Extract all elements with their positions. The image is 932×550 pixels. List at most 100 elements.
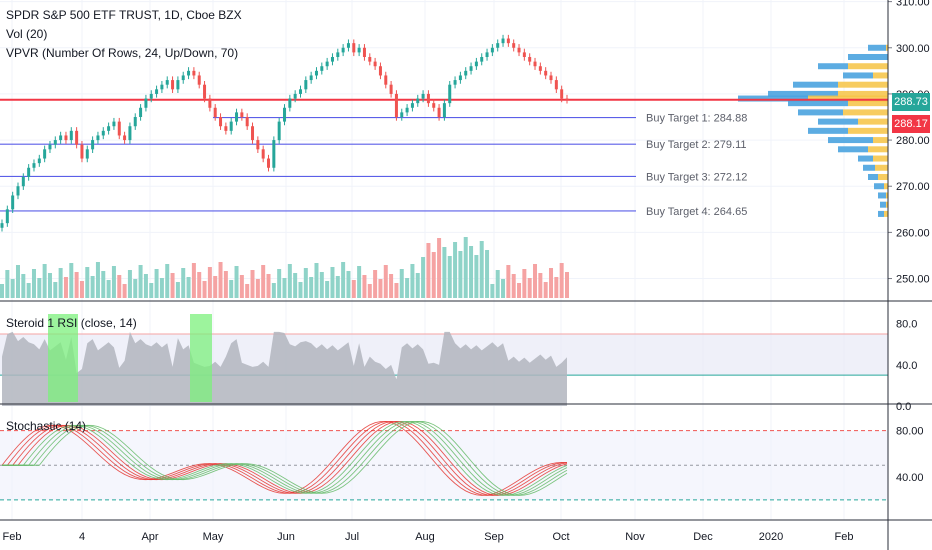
volume-bar — [117, 275, 122, 298]
time-tick-label: Oct — [552, 531, 569, 543]
vpvr-up-bar — [788, 100, 848, 107]
vpvr-up-bar — [843, 72, 873, 79]
candle-body — [346, 43, 350, 48]
volume-bar — [255, 279, 260, 298]
volume-bar — [559, 263, 564, 298]
time-tick-label: Jun — [277, 531, 295, 543]
candle-body — [506, 38, 510, 44]
volume-bar — [314, 263, 319, 298]
candle-body — [378, 66, 382, 76]
stoch-tick-label: 40.00 — [896, 472, 924, 484]
volume-bar — [197, 272, 202, 298]
candle-body — [314, 70, 318, 76]
candle-body — [389, 84, 393, 94]
volume-bar — [213, 276, 218, 298]
candle-body — [320, 66, 324, 71]
volume-bar — [239, 275, 244, 298]
vpvr-indicator-label[interactable]: VPVR (Number Of Rows, 24, Up/Down, 70) — [6, 46, 239, 60]
volume-bar — [330, 267, 335, 298]
candle-body — [171, 80, 175, 90]
time-tick-label: Sep — [484, 531, 504, 543]
stoch-pane-label[interactable]: Stochastic (14) — [6, 419, 87, 433]
rsi-pane[interactable] — [0, 314, 888, 406]
stoch-tick-label: 80.00 — [896, 426, 924, 438]
candle-body — [128, 126, 132, 141]
buy-target-label: Buy Target 2: 279.11 — [646, 139, 747, 151]
candle-body — [144, 98, 148, 108]
candle-body — [16, 186, 20, 196]
candle-body — [0, 223, 4, 228]
candle-body — [133, 117, 137, 127]
candle-body — [554, 80, 558, 90]
vpvr-down-bar — [858, 118, 888, 125]
volume-bar — [533, 264, 538, 298]
stoch-pane[interactable] — [0, 421, 888, 501]
candle-body — [32, 163, 36, 168]
volume-bar — [405, 278, 410, 298]
volume-bar — [522, 269, 527, 298]
time-tick-label: Aug — [415, 531, 435, 543]
buy-target-label: Buy Target 3: 272.12 — [646, 171, 747, 183]
vol-indicator-label[interactable]: Vol (20) — [6, 27, 48, 41]
rsi-tick-label: 80.0 — [896, 319, 917, 331]
time-tick-label: Nov — [625, 531, 645, 543]
price-pane[interactable]: Buy Target 1: 284.88 Buy Target 2: 279.11… — [0, 34, 888, 298]
volume-bar — [303, 268, 308, 298]
volume-bar — [37, 278, 42, 298]
candle-body — [197, 75, 201, 85]
buy-target-label: Buy Target 4: 264.65 — [646, 206, 747, 218]
candle-body — [368, 57, 372, 62]
volume-bar — [538, 273, 543, 298]
volume-bar — [506, 265, 511, 298]
vpvr-up-bar — [868, 44, 886, 51]
stoch-ribbon-line — [2, 421, 568, 496]
volume-bar — [127, 270, 132, 298]
volume-bar — [181, 268, 186, 298]
volume-bar — [133, 279, 138, 298]
candle-body — [203, 84, 207, 99]
volume-bar — [202, 281, 207, 298]
volume-bar — [10, 279, 15, 298]
volume-bar — [325, 281, 330, 298]
candle-body — [496, 43, 500, 48]
volume-bar — [63, 277, 68, 298]
volume-bar — [69, 263, 74, 298]
rsi-oversold-highlight — [190, 314, 212, 402]
volume-bar — [229, 280, 234, 298]
rsi-pane-label[interactable]: Steroid 1 RSI (close, 14) — [6, 316, 137, 330]
vpvr-up-bar — [808, 127, 848, 134]
candle-body — [416, 98, 420, 104]
volume-bar — [362, 275, 367, 298]
time-tick-label: 4 — [79, 531, 85, 543]
volume-bar — [469, 246, 474, 298]
stoch-ribbon-line — [2, 421, 568, 496]
volume-bar — [53, 282, 58, 298]
vpvr-up-bar — [848, 54, 888, 60]
candle-body — [565, 98, 569, 100]
candle-body — [283, 107, 286, 122]
volume-bar — [111, 266, 116, 298]
candle-body — [123, 135, 127, 141]
volume-bar — [266, 274, 271, 298]
vpvr-up-bar — [798, 109, 843, 116]
candle-body — [107, 126, 111, 131]
candle-body — [272, 140, 276, 168]
stoch-ribbon-line — [2, 421, 568, 496]
chart-title[interactable]: SPDR S&P 500 ETF TRUST, 1D, Cboe BZX — [6, 8, 242, 22]
candle-body — [251, 126, 255, 141]
volume-bar — [138, 265, 143, 298]
volume-bar — [437, 238, 442, 298]
volume-bar — [149, 283, 154, 298]
volume-bar — [26, 283, 31, 298]
candle-body — [309, 75, 313, 81]
volume-bar — [250, 270, 255, 298]
candle-body — [192, 70, 196, 76]
candle-body — [464, 70, 468, 76]
candle-body — [37, 158, 41, 164]
time-tick-label: Feb — [3, 531, 22, 543]
candle-body — [80, 144, 84, 159]
vpvr-down-bar — [873, 137, 888, 144]
candle-body — [208, 98, 212, 108]
